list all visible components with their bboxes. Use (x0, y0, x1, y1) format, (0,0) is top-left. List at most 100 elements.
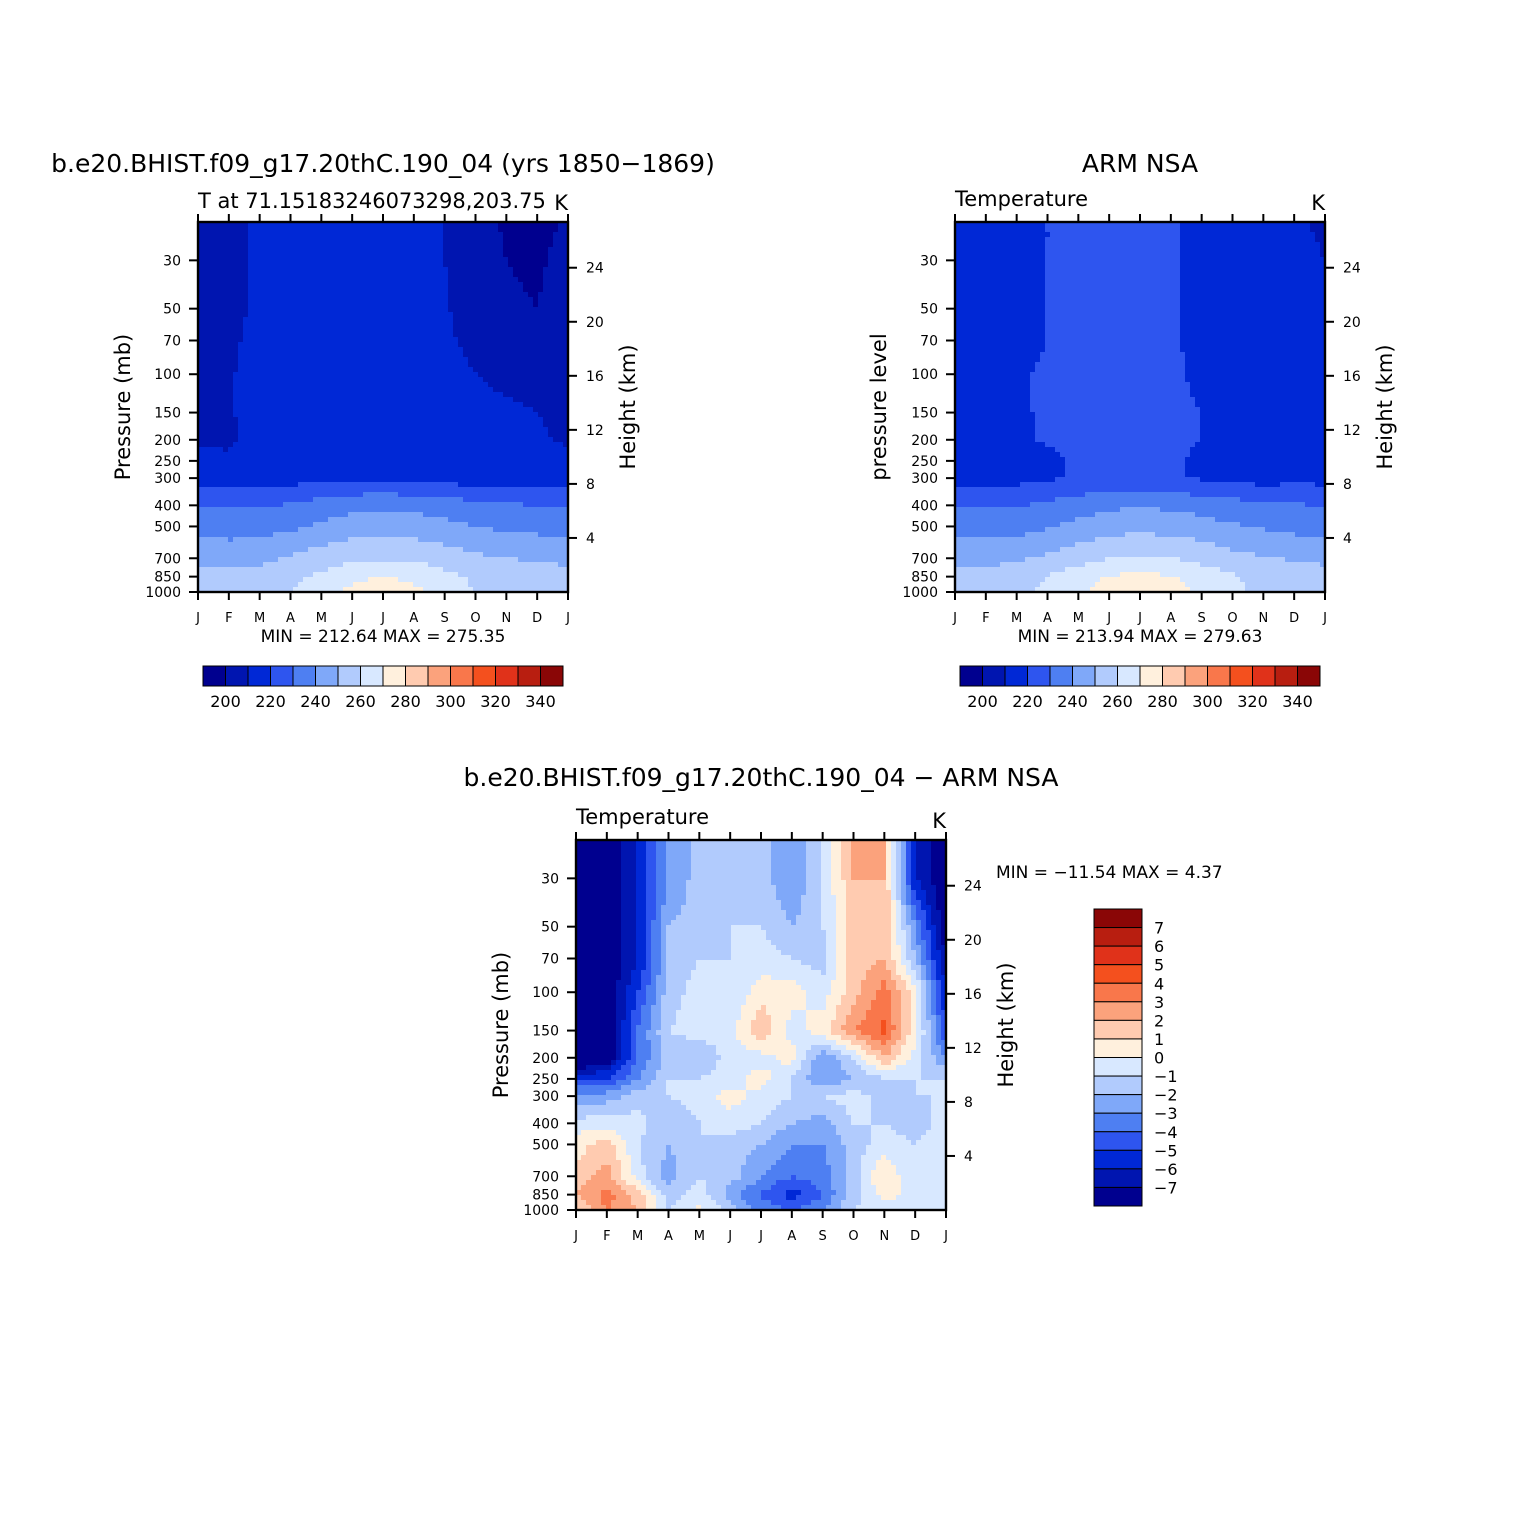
field-cell (563, 457, 568, 463)
field-cell (533, 317, 539, 323)
field-cell (308, 337, 314, 343)
field-cell (523, 487, 529, 493)
field-cell (483, 227, 489, 233)
field-cell (278, 377, 284, 383)
field-cell (298, 447, 304, 453)
field-cell (508, 432, 514, 438)
field-cell (518, 262, 524, 268)
field-cell (523, 227, 529, 233)
field-cell (548, 377, 554, 383)
field-cell (518, 537, 524, 543)
field-cell (308, 517, 314, 523)
field-cell (283, 457, 289, 463)
field-cell (443, 307, 449, 313)
field-cell (238, 452, 244, 458)
field-cell (443, 407, 449, 413)
field-cell (523, 252, 529, 258)
field-cell (353, 237, 359, 243)
field-cell (238, 337, 244, 343)
field-cell (388, 222, 394, 228)
field-cell (228, 397, 234, 403)
field-cell (223, 472, 229, 478)
field-cell (228, 517, 234, 523)
field-cell (508, 407, 514, 413)
field-cell (258, 327, 264, 333)
field-cell (488, 487, 494, 493)
field-cell (233, 542, 239, 548)
field-cell (228, 322, 234, 328)
field-cell (328, 232, 334, 238)
field-cell (393, 497, 399, 503)
field-cell (513, 522, 519, 528)
field-cell (228, 422, 234, 428)
field-cell (278, 222, 284, 228)
field-cell (413, 392, 419, 398)
field-cell (343, 507, 349, 513)
field-cell (278, 282, 284, 288)
field-cell (508, 532, 514, 538)
field-cell (223, 547, 229, 553)
field-cell (333, 557, 339, 563)
field-cell (198, 527, 204, 533)
field-cell (308, 367, 314, 373)
field-cell (268, 252, 274, 258)
field-cell (473, 397, 479, 403)
field-cell (433, 372, 439, 378)
field-cell (508, 522, 514, 528)
field-cell (468, 257, 474, 263)
field-cell (378, 412, 384, 418)
field-cell (478, 272, 484, 278)
field-cell (418, 317, 424, 323)
field-cell (343, 307, 349, 313)
field-cell (443, 397, 449, 403)
field-cell (218, 472, 224, 478)
field-cell (558, 502, 564, 508)
field-cell (278, 467, 284, 473)
field-cell (443, 447, 449, 453)
field-cell (243, 247, 249, 253)
field-cell (483, 247, 489, 253)
field-cell (248, 327, 254, 333)
field-cell (448, 257, 454, 263)
field-cell (238, 492, 244, 498)
field-cell (548, 407, 554, 413)
field-cell (343, 417, 349, 423)
field-cell (253, 477, 259, 483)
field-cell (528, 342, 534, 348)
field-cell (233, 397, 239, 403)
field-cell (238, 522, 244, 528)
field-cell (408, 327, 414, 333)
field-cell (198, 222, 204, 228)
field-cell (538, 347, 544, 353)
field-cell (313, 232, 319, 238)
field-cell (548, 412, 554, 418)
field-cell (318, 462, 324, 468)
field-cell (543, 377, 549, 383)
field-cell (228, 287, 234, 293)
field-cell (428, 402, 434, 408)
field-cell (218, 227, 224, 233)
field-cell (508, 402, 514, 408)
field-cell (478, 322, 484, 328)
field-cell (378, 302, 384, 308)
field-cell (433, 412, 439, 418)
field-cell (423, 362, 429, 368)
field-cell (493, 547, 499, 553)
field-cell (538, 477, 544, 483)
field-cell (443, 427, 449, 433)
field-cell (323, 512, 329, 518)
field-cell (218, 532, 224, 538)
field-cell (328, 247, 334, 253)
field-cell (438, 402, 444, 408)
field-cell (208, 397, 214, 403)
field-cell (263, 282, 269, 288)
field-cell (368, 492, 374, 498)
field-cell (493, 402, 499, 408)
field-cell (553, 257, 559, 263)
field-cell (273, 392, 279, 398)
field-cell (358, 382, 364, 388)
field-cell (243, 477, 249, 483)
field-cell (238, 392, 244, 398)
field-cell (398, 302, 404, 308)
field-cell (538, 297, 544, 303)
